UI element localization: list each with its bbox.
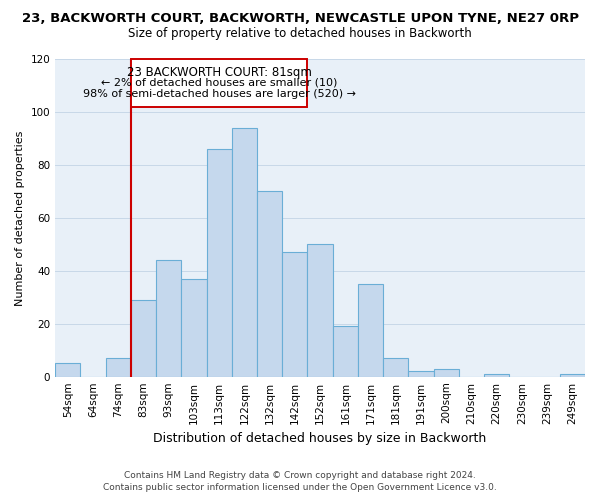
Text: 98% of semi-detached houses are larger (520) →: 98% of semi-detached houses are larger (… [83, 90, 356, 100]
Text: ← 2% of detached houses are smaller (10): ← 2% of detached houses are smaller (10) [101, 78, 337, 88]
Bar [332, 326, 358, 376]
Bar [156, 260, 181, 376]
Text: 23 BACKWORTH COURT: 81sqm: 23 BACKWORTH COURT: 81sqm [127, 66, 311, 78]
Text: 23, BACKWORTH COURT, BACKWORTH, NEWCASTLE UPON TYNE, NE27 0RP: 23, BACKWORTH COURT, BACKWORTH, NEWCASTL… [22, 12, 578, 26]
Bar [484, 374, 509, 376]
Bar [55, 364, 80, 376]
Text: Contains HM Land Registry data © Crown copyright and database right 2024.
Contai: Contains HM Land Registry data © Crown c… [103, 471, 497, 492]
Bar [358, 284, 383, 376]
FancyBboxPatch shape [131, 59, 307, 106]
X-axis label: Distribution of detached houses by size in Backworth: Distribution of detached houses by size … [154, 432, 487, 445]
Text: Size of property relative to detached houses in Backworth: Size of property relative to detached ho… [128, 28, 472, 40]
Bar [131, 300, 156, 376]
Bar [307, 244, 332, 376]
Bar [409, 372, 434, 376]
Bar [560, 374, 585, 376]
Y-axis label: Number of detached properties: Number of detached properties [15, 130, 25, 306]
Bar [383, 358, 409, 376]
Bar [232, 128, 257, 376]
Bar [206, 149, 232, 376]
Bar [434, 368, 459, 376]
Bar [106, 358, 131, 376]
Bar [257, 192, 282, 376]
Bar [282, 252, 307, 376]
Bar [181, 278, 206, 376]
